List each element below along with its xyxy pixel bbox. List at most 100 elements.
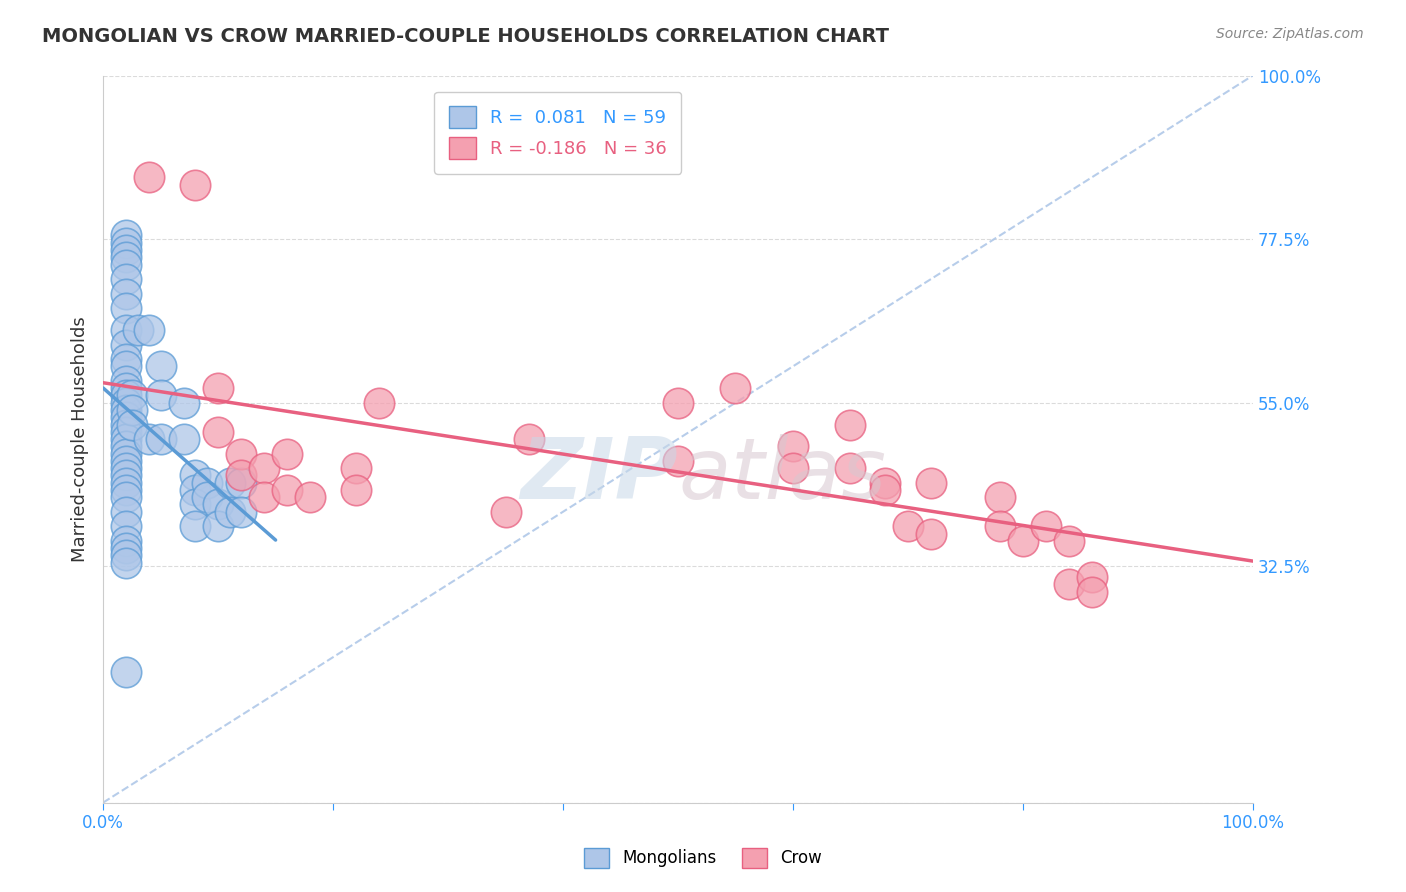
Point — [115, 417, 138, 432]
Point — [115, 301, 138, 315]
Point — [988, 490, 1011, 504]
Point — [115, 483, 138, 497]
Point — [184, 468, 207, 483]
Point — [666, 454, 689, 468]
Point — [1081, 570, 1104, 584]
Point — [115, 410, 138, 425]
Point — [344, 461, 367, 475]
Point — [115, 258, 138, 272]
Point — [115, 395, 138, 409]
Point — [115, 468, 138, 483]
Point — [839, 417, 862, 432]
Point — [149, 388, 172, 402]
Point — [920, 526, 942, 541]
Point — [184, 498, 207, 512]
Point — [195, 475, 218, 490]
Point — [115, 439, 138, 453]
Point — [1081, 584, 1104, 599]
Point — [873, 483, 896, 497]
Point — [149, 359, 172, 374]
Point — [517, 432, 540, 446]
Point — [1035, 519, 1057, 533]
Text: Source: ZipAtlas.com: Source: ZipAtlas.com — [1216, 27, 1364, 41]
Point — [1012, 533, 1035, 548]
Point — [897, 519, 920, 533]
Point — [184, 519, 207, 533]
Point — [229, 475, 252, 490]
Point — [115, 432, 138, 446]
Legend: Mongolians, Crow: Mongolians, Crow — [578, 841, 828, 875]
Point — [115, 505, 138, 519]
Point — [299, 490, 322, 504]
Point — [920, 475, 942, 490]
Point — [207, 381, 229, 395]
Point — [184, 178, 207, 192]
Point — [115, 549, 138, 563]
Point — [207, 519, 229, 533]
Point — [121, 388, 143, 402]
Point — [115, 243, 138, 257]
Point — [115, 665, 138, 679]
Point — [495, 505, 517, 519]
Point — [115, 475, 138, 490]
Point — [115, 447, 138, 461]
Point — [115, 352, 138, 367]
Point — [115, 235, 138, 250]
Point — [724, 381, 747, 395]
Point — [229, 447, 252, 461]
Point — [276, 483, 298, 497]
Point — [873, 475, 896, 490]
Point — [115, 374, 138, 388]
Legend: R =  0.081   N = 59, R = -0.186   N = 36: R = 0.081 N = 59, R = -0.186 N = 36 — [434, 92, 682, 174]
Point — [115, 337, 138, 351]
Point — [115, 519, 138, 533]
Point — [218, 505, 240, 519]
Point — [121, 403, 143, 417]
Point — [115, 250, 138, 264]
Point — [276, 447, 298, 461]
Point — [229, 505, 252, 519]
Point — [782, 439, 804, 453]
Point — [666, 395, 689, 409]
Point — [988, 519, 1011, 533]
Point — [115, 228, 138, 243]
Point — [149, 432, 172, 446]
Point — [138, 323, 160, 337]
Point — [115, 454, 138, 468]
Text: MONGOLIAN VS CROW MARRIED-COUPLE HOUSEHOLDS CORRELATION CHART: MONGOLIAN VS CROW MARRIED-COUPLE HOUSEHO… — [42, 27, 889, 45]
Point — [115, 533, 138, 548]
Point — [253, 490, 276, 504]
Point — [218, 475, 240, 490]
Point — [173, 432, 195, 446]
Point — [173, 395, 195, 409]
Point — [115, 461, 138, 475]
Point — [115, 359, 138, 374]
Point — [207, 425, 229, 439]
Point — [138, 170, 160, 185]
Point — [127, 323, 149, 337]
Point — [115, 388, 138, 402]
Point — [115, 403, 138, 417]
Point — [195, 490, 218, 504]
Point — [839, 461, 862, 475]
Point — [368, 395, 391, 409]
Text: atlas: atlas — [678, 434, 886, 516]
Point — [782, 461, 804, 475]
Point — [115, 425, 138, 439]
Point — [207, 498, 229, 512]
Point — [1057, 533, 1080, 548]
Point — [115, 381, 138, 395]
Point — [1057, 577, 1080, 591]
Point — [115, 272, 138, 286]
Point — [121, 417, 143, 432]
Point — [344, 483, 367, 497]
Point — [229, 468, 252, 483]
Point — [115, 490, 138, 504]
Point — [138, 432, 160, 446]
Y-axis label: Married-couple Households: Married-couple Households — [72, 316, 89, 562]
Point — [115, 323, 138, 337]
Point — [253, 461, 276, 475]
Point — [184, 483, 207, 497]
Point — [115, 541, 138, 555]
Point — [115, 556, 138, 570]
